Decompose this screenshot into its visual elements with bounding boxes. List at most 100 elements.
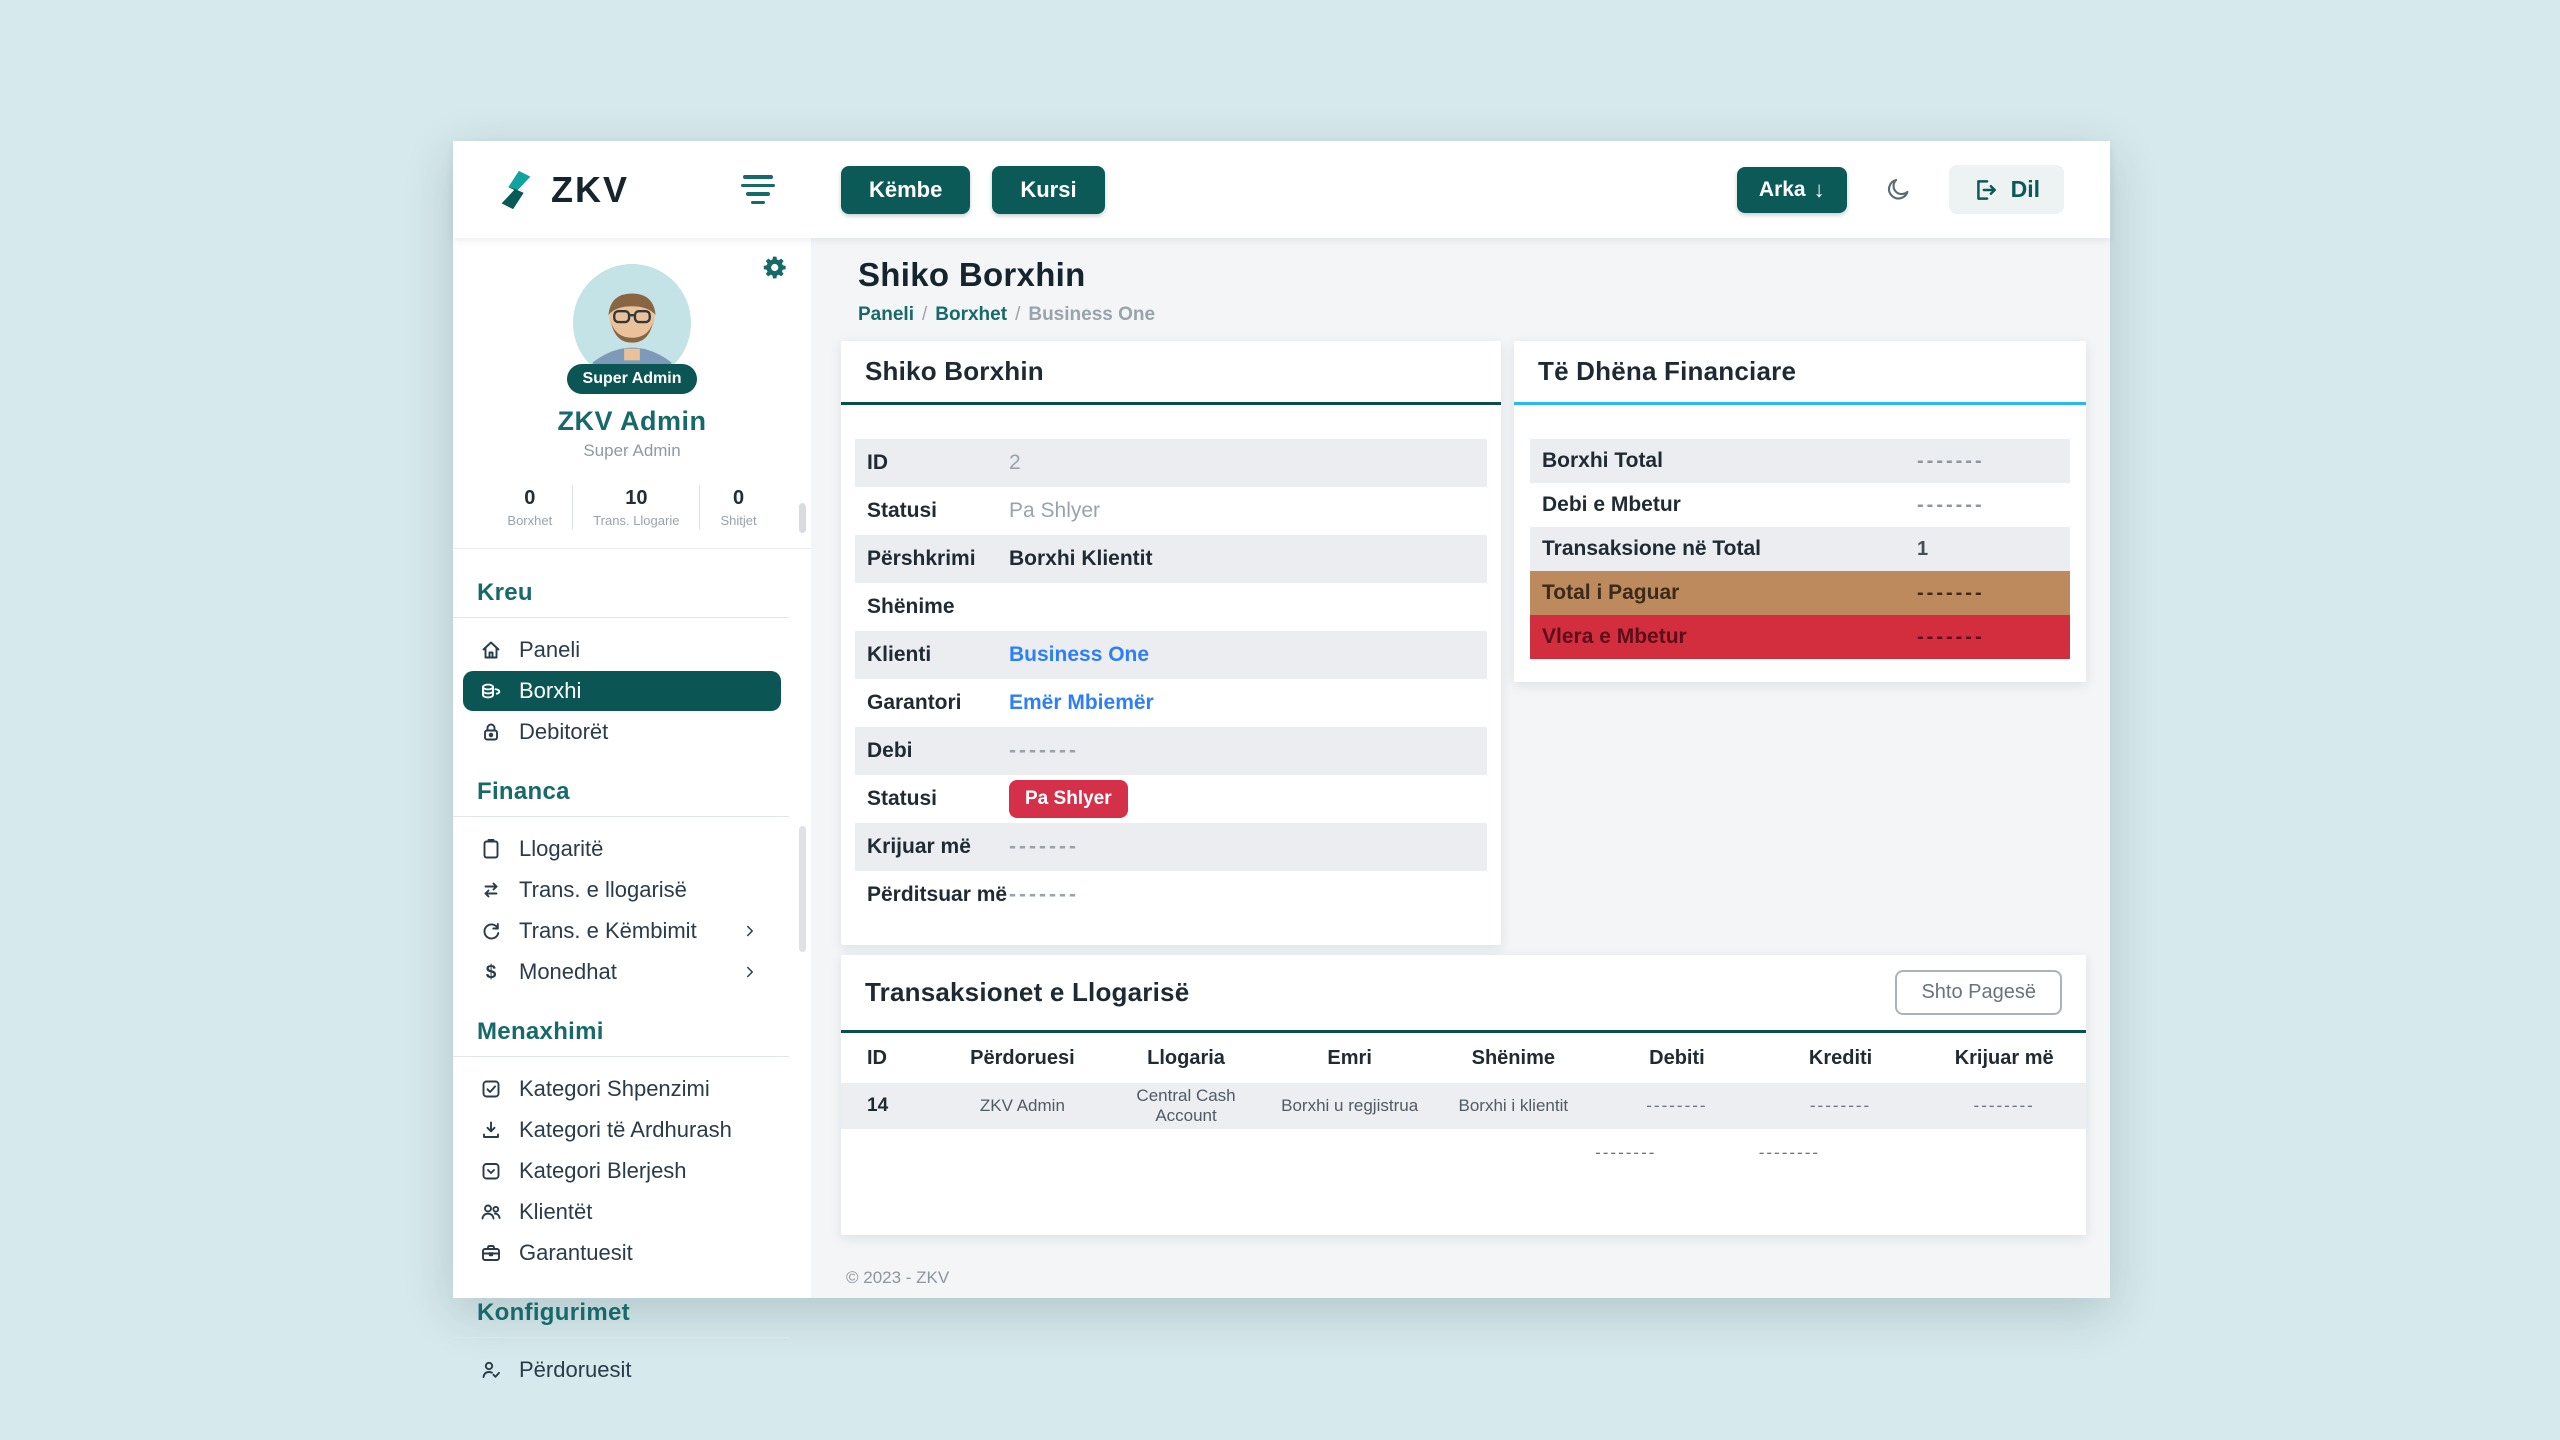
stat-value: 10 (625, 487, 648, 509)
column-header-krediti: Krediti (1808, 1046, 1873, 1069)
field-value: 2 (1009, 451, 1021, 474)
finance-label: Total i Paguar (1542, 581, 1680, 604)
app-window: ZKV Këmbe Kursi Arka ↓ Dil (453, 141, 2110, 1382)
debt-details-card: Shiko Borxhin ID 2 Statusi Pa Shlyer Përshkr… (841, 341, 1501, 945)
sidebar-item-borxhi[interactable]: Borxhi (463, 671, 781, 711)
debt-row-id: ID 2 (855, 439, 1487, 487)
finance-label: Borxhi Total (1542, 449, 1663, 472)
transactions-card: Transaksionet e Llogarisë Shto Pagesë ID… (841, 955, 2086, 1235)
sidebar-item-label: Garantuesit (519, 1240, 633, 1265)
page-head: Shiko Borxhin Paneli / Borxhet / Business On… (858, 256, 1155, 326)
field-value: ------- (1009, 883, 1079, 906)
topbar-actions: Këmbe Kursi (841, 165, 1105, 214)
debt-row-krijuar-m: Krijuar më ------- (855, 823, 1487, 871)
svg-text:$: $ (486, 962, 497, 983)
table-cell: -------- (1809, 1096, 1872, 1115)
avatar (573, 264, 691, 382)
breadcrumb-separator: / (921, 304, 928, 325)
debt-row-statusi: Statusi Pa Shlyer (855, 775, 1487, 823)
page-title: Shiko Borxhin (858, 256, 1086, 293)
stat-label: Shitjet (720, 513, 757, 528)
section-heading-konfigurimet: Konfigurimet (453, 1299, 789, 1338)
column-header-llogaria: Llogaria (1147, 1046, 1225, 1069)
profile-divider (453, 548, 811, 549)
field-label: Statusi (867, 499, 938, 522)
sidebar-item-label: Llogaritë (519, 836, 604, 861)
profile-stats: 0 Borxhet 10 Trans. Llogarie 0 Shitjet (487, 485, 776, 530)
transactions-card-title: Transaksionet e Llogarisë (865, 977, 1190, 1007)
clipboard-icon (479, 837, 503, 861)
table-cell: Central Cash Account (1136, 1086, 1236, 1125)
table-row[interactable]: 14 ZKV Admin Central Cash Account Borxhi u … (841, 1083, 2086, 1129)
finance-card-header: Të Dhëna Financiare (1514, 341, 2086, 405)
debt-rows: ID 2 Statusi Pa Shlyer Përshkrimi Borxhi Klie… (841, 405, 1501, 919)
profile-role: Super Admin (583, 441, 681, 460)
section-heading-menaxhimi: Menaxhimi (453, 1018, 789, 1057)
table-cell: -------- (1758, 1143, 1821, 1162)
section-heading-kreu: Kreu (453, 579, 789, 618)
financial-data-card: Të Dhëna Financiare Borxhi Total ------- D… (1514, 341, 2086, 682)
dark-mode-moon-icon[interactable] (1883, 175, 1913, 205)
field-label: Statusi (867, 787, 938, 810)
table-cell: ZKV Admin (979, 1096, 1065, 1115)
arka-button[interactable]: Arka ↓ (1736, 166, 1847, 213)
checkbox-icon (479, 1077, 503, 1101)
sidebar-item-klient-t[interactable]: Klientët (463, 1192, 781, 1232)
sidebar-scrollbar-thumb[interactable] (799, 503, 806, 533)
field-value-link[interactable]: Business One (1009, 643, 1150, 666)
breadcrumb-paneli[interactable]: Paneli (858, 304, 914, 325)
field-label: Shënime (867, 595, 955, 618)
sidebar-item-llogarit[interactable]: Llogaritë (463, 829, 781, 869)
brand: ZKV (453, 167, 811, 213)
debt-card-title: Shiko Borxhin (865, 356, 1044, 386)
sidebar-item-garantuesit[interactable]: Garantuesit (463, 1233, 781, 1273)
field-label: Debi (867, 739, 913, 762)
sidebar-item-p-rdoruesit[interactable]: Përdoruesit (463, 1350, 781, 1390)
sidebar-item-label: Kategori të Ardhurash (519, 1117, 732, 1142)
sidebar-item-label: Paneli (519, 637, 581, 662)
add-payment-button[interactable]: Shto Pagesë (1895, 970, 2062, 1015)
hamburger-menu-icon[interactable] (741, 175, 775, 204)
sidebar-item-trans-e-k-mbimit[interactable]: Trans. e Këmbimit (463, 911, 781, 951)
sidebar-item-kategori-blerjesh[interactable]: Kategori Blerjesh (463, 1151, 781, 1191)
debt-row-garantori: Garantori Emër Mbiemër (855, 679, 1487, 727)
finance-label: Transaksione në Total (1542, 537, 1762, 560)
nav-group-konfigurimet: Përdoruesit (453, 1350, 811, 1390)
nav-group-menaxhimi: Kategori Shpenzimi Kategori të Ardhurash K… (453, 1069, 811, 1273)
breadcrumb-borxhet[interactable]: Borxhet (935, 304, 1008, 325)
main-content: Shiko Borxhin Paneli / Borxhet / Business On… (811, 238, 2110, 1298)
kursi-button[interactable]: Kursi (992, 165, 1105, 214)
debt-row-sh-nime: Shënime (855, 583, 1487, 631)
sidebar-item-trans-e-llogaris[interactable]: Trans. e llogarisë (463, 870, 781, 910)
k-mbe-button[interactable]: Këmbe (841, 165, 971, 214)
table-cell: -------- (1646, 1096, 1708, 1115)
box-icon (479, 1159, 503, 1183)
sidebar-item-debitor-t[interactable]: Debitorët (463, 712, 781, 752)
field-value-link[interactable]: Emër Mbiemër (1009, 691, 1154, 714)
stat-borxhet: 0 Borxhet (487, 485, 572, 530)
breadcrumb: Paneli / Borxhet / Business One (858, 304, 1155, 326)
logout-button[interactable]: Dil (1948, 165, 2064, 214)
briefcase-icon (479, 1241, 503, 1265)
finance-row-total-i-paguar: Total i Paguar ------- (1530, 571, 2070, 615)
sidebar-item-kategori-shpenzimi[interactable]: Kategori Shpenzimi (463, 1069, 781, 1109)
finance-row-vlera-e-mbetur: Vlera e Mbetur ------- (1530, 615, 2070, 659)
debt-row-p-rditsuar-m: Përditsuar më ------- (855, 871, 1487, 919)
sidebar-item-monedhat[interactable]: $ Monedhat (463, 952, 781, 992)
sidebar-scrollbar-thumb[interactable] (799, 826, 806, 952)
finance-value: ------- (1917, 493, 1985, 516)
transactions-table-body: 14 ZKV Admin Central Cash Account Borxhi u … (841, 1083, 2086, 1129)
sidebar-item-paneli[interactable]: Paneli (463, 630, 781, 670)
field-label: Klienti (867, 643, 932, 666)
sidebar-item-kategori-t-ardhurash[interactable]: Kategori të Ardhurash (463, 1110, 781, 1150)
breadcrumb-business-one: Business One (1028, 304, 1156, 325)
field-label: Përditsuar më (867, 883, 1008, 906)
field-label: Krijuar më (867, 835, 971, 858)
gear-icon[interactable] (762, 254, 789, 281)
sidebar-item-label: Përdoruesit (519, 1357, 632, 1382)
logout-icon (1976, 179, 1996, 200)
download-icon (479, 1118, 503, 1142)
refresh-icon (479, 919, 503, 943)
footer-copyright: © 2023 - ZKV (846, 1268, 950, 1287)
profile-card: Super Admin ZKV Admin Super Admin 0 Borxh… (453, 238, 811, 530)
